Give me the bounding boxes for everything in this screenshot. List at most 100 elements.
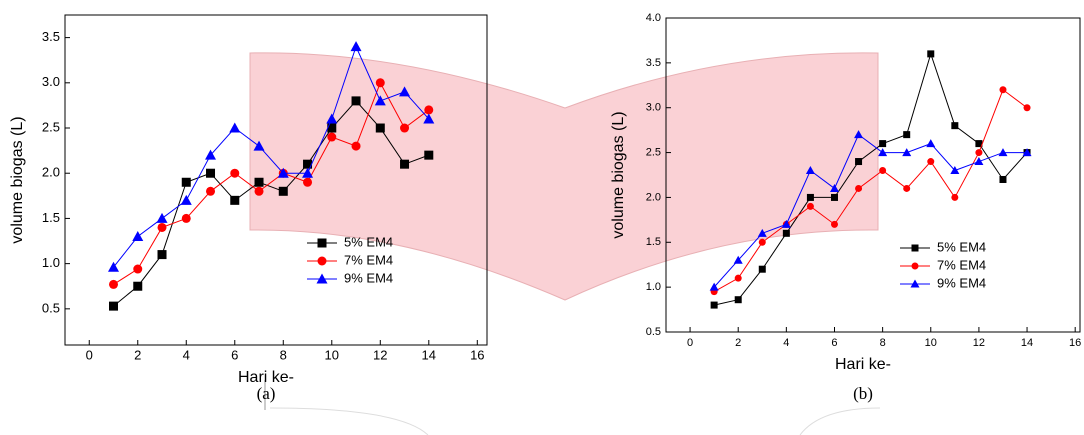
marker [317, 256, 327, 266]
marker [758, 265, 766, 273]
series-line [713, 88, 1028, 293]
series-line [113, 45, 430, 268]
y-tick-label: 3.0 [42, 74, 60, 89]
x-tick-label: 14 [1021, 337, 1033, 349]
y-tick-label: 2.5 [646, 146, 661, 158]
marker [302, 167, 314, 178]
y-tick-label: 2.0 [646, 191, 661, 203]
marker [710, 301, 718, 309]
marker [878, 148, 888, 157]
x-tick-label: 2 [134, 347, 141, 362]
marker [424, 105, 434, 115]
marker [781, 219, 791, 228]
marker [181, 177, 191, 187]
marker [157, 250, 167, 260]
x-tick-label: 8 [880, 337, 886, 349]
marker [316, 273, 328, 284]
marker [903, 131, 911, 139]
marker [229, 122, 241, 133]
marker [911, 262, 919, 270]
y-tick-label: 3.5 [42, 29, 60, 44]
marker [181, 213, 191, 223]
plot-frame [665, 17, 1081, 333]
y-tick-label: 1.5 [646, 236, 661, 248]
marker [327, 123, 337, 133]
marker [999, 86, 1007, 94]
y-tick-label: 3.0 [646, 102, 661, 114]
y-tick-label: 2.5 [42, 119, 60, 134]
series-line [713, 133, 1028, 288]
marker [180, 194, 192, 205]
y-tick-label: 0.5 [42, 300, 60, 315]
marker [911, 244, 919, 252]
marker [806, 202, 814, 210]
marker [400, 159, 410, 169]
marker [830, 220, 838, 228]
marker [975, 140, 983, 148]
marker [230, 168, 240, 178]
marker [879, 140, 887, 148]
marker [109, 279, 119, 289]
marker [254, 186, 264, 196]
marker [734, 274, 742, 282]
y-tick-label: 0.5 [646, 326, 661, 338]
marker [303, 159, 313, 169]
y-tick-label: 1.0 [42, 255, 60, 270]
marker [709, 282, 719, 291]
marker [374, 95, 386, 106]
decoration [269, 407, 429, 435]
marker [132, 231, 144, 242]
marker [903, 184, 911, 192]
x-tick-label: 4 [183, 347, 190, 362]
marker [399, 86, 411, 97]
x-tick-label: 16 [1069, 337, 1081, 349]
marker [423, 113, 435, 124]
marker [855, 158, 863, 166]
marker [829, 183, 839, 192]
x-tick-label: 8 [280, 347, 287, 362]
marker [317, 238, 327, 248]
marker [998, 148, 1008, 157]
y-tick-label: 2.0 [42, 165, 60, 180]
series-line [714, 52, 1028, 306]
x-tick-label: 4 [783, 337, 789, 349]
y-axis-title: volume biogas (L) [9, 116, 26, 243]
x-tick-label: 10 [325, 347, 339, 362]
panel-label: (a) [257, 384, 276, 403]
x-tick-label: 2 [735, 337, 741, 349]
marker [975, 149, 983, 157]
decorative-band [249, 52, 879, 301]
marker [910, 279, 920, 288]
legend-label: 5% EM4 [344, 234, 393, 249]
y-tick-label: 1.5 [42, 210, 60, 225]
marker [351, 141, 361, 151]
x-tick-label: 0 [86, 347, 93, 362]
marker [133, 264, 143, 274]
marker [855, 184, 863, 192]
x-tick-label: 12 [373, 347, 387, 362]
marker [757, 228, 767, 237]
y-tick-label: 4.0 [646, 12, 661, 24]
marker [108, 261, 120, 272]
marker [830, 193, 838, 201]
legend-label: 7% EM4 [937, 257, 986, 272]
marker [327, 132, 337, 142]
marker [734, 296, 742, 304]
marker [927, 50, 935, 58]
marker [926, 139, 936, 148]
marker [254, 177, 264, 187]
marker [206, 186, 216, 196]
marker [733, 255, 743, 264]
marker [805, 166, 815, 175]
legend-label: 7% EM4 [344, 252, 393, 267]
marker [951, 193, 959, 201]
marker [133, 281, 143, 291]
marker [950, 166, 960, 175]
x-tick-label: 10 [925, 337, 937, 349]
marker [326, 113, 338, 124]
marker [156, 212, 168, 223]
marker [974, 157, 984, 166]
panel-label: (b) [853, 384, 873, 403]
marker [999, 175, 1007, 183]
